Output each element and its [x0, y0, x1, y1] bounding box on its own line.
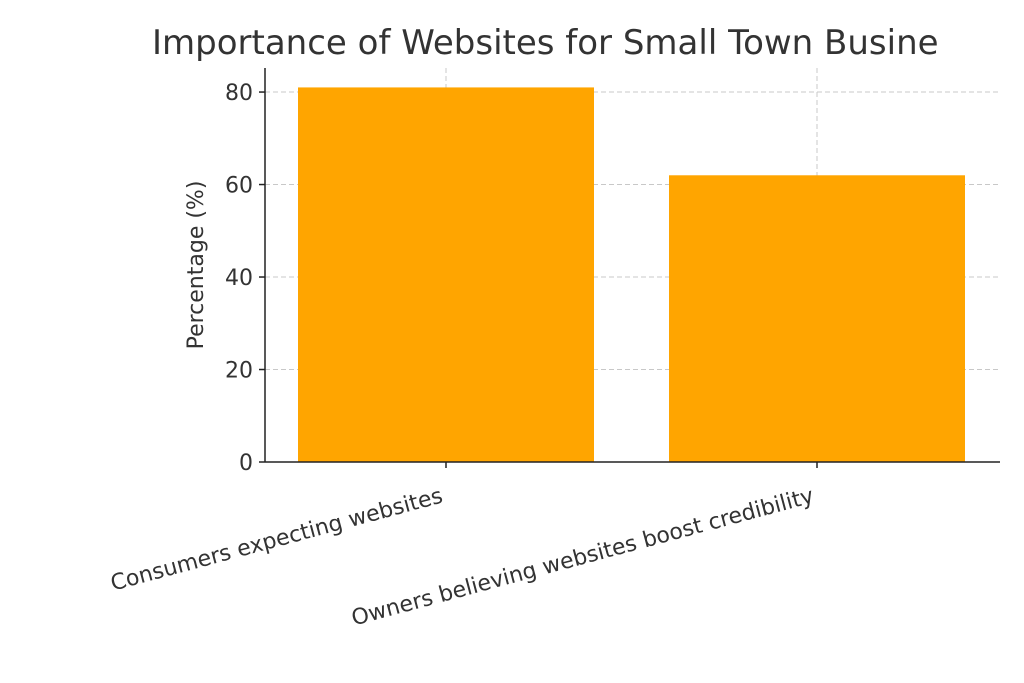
y-tick-label: 60 — [225, 174, 253, 199]
y-axis-label: Percentage (%) — [184, 181, 209, 350]
y-tick-label: 80 — [225, 81, 253, 106]
chart-title: Importance of Websites for Small Town Bu… — [152, 23, 939, 63]
y-tick-label: 20 — [225, 359, 253, 384]
bar — [298, 87, 594, 462]
x-tick-label: Consumers expecting websites — [108, 484, 446, 597]
y-tick-label: 0 — [239, 451, 253, 476]
bar — [669, 175, 965, 463]
y-tick-label: 40 — [225, 266, 253, 291]
